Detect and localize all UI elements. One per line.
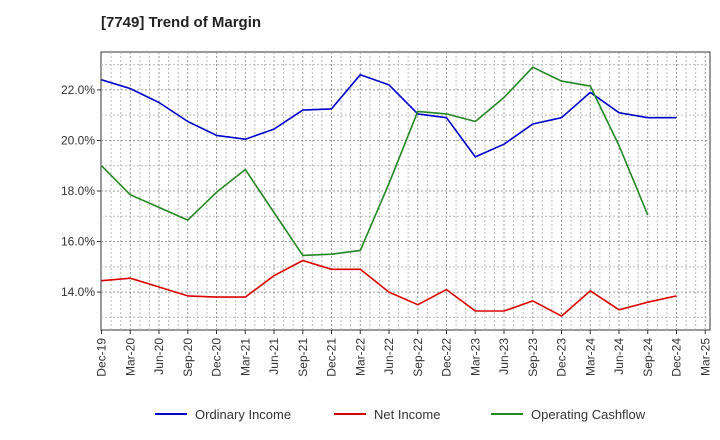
x-tick-label: Mar-20 [123, 338, 137, 376]
series-line-operating-cashflow [100, 66, 649, 257]
legend-label: Ordinary Income [195, 407, 291, 422]
legend-label: Operating Cashflow [531, 407, 646, 422]
grid [101, 52, 710, 330]
x-tick-label: Jun-23 [497, 338, 511, 375]
x-tick-label: Sep-22 [411, 338, 425, 377]
series-line-ordinary-income [101, 73, 677, 158]
x-tick-label: Dec-22 [440, 338, 454, 377]
x-tick-label: Dec-19 [95, 338, 109, 377]
x-tick-label: Dec-24 [670, 338, 684, 377]
x-tick-label: Jun-21 [267, 338, 281, 375]
x-tick-label: Sep-20 [181, 338, 195, 377]
x-tick-label: Jun-20 [152, 338, 166, 375]
x-tick-label: Sep-21 [296, 338, 310, 377]
y-tick-label: 20.0% [61, 133, 95, 147]
x-tick-label: Mar-22 [353, 338, 367, 376]
x-tick-label: Dec-23 [555, 338, 569, 377]
x-tick-label: Sep-23 [526, 338, 540, 377]
y-tick-label: 18.0% [61, 184, 95, 198]
x-tick-label: Dec-21 [325, 338, 339, 377]
legend: Ordinary Income Net Income Operating Cashf… [155, 407, 646, 422]
x-tick-label: Mar-21 [238, 338, 252, 376]
axes: 14.0% 16.0% 18.0% 20.0% 22.0% Dec-19 Mar-20 Jun… [61, 83, 712, 377]
legend-label: Net Income [374, 407, 440, 422]
y-tick-label: 22.0% [61, 83, 95, 97]
x-tick-label: Jun-22 [382, 338, 396, 375]
x-tick-label: Sep-24 [641, 338, 655, 377]
x-tick-label: Mar-23 [468, 338, 482, 376]
x-tick-label: Mar-24 [583, 338, 597, 376]
chart-title: [7749] Trend of Margin [101, 14, 262, 31]
series-lines [100, 66, 677, 317]
x-tick-label: Dec-20 [210, 338, 224, 377]
x-tick-label: Mar-25 [698, 338, 712, 376]
x-tick-label: Jun-24 [612, 338, 626, 375]
y-tick-label: 16.0% [61, 235, 95, 249]
y-tick-label: 14.0% [61, 285, 95, 299]
series-line-net-income [101, 259, 677, 317]
